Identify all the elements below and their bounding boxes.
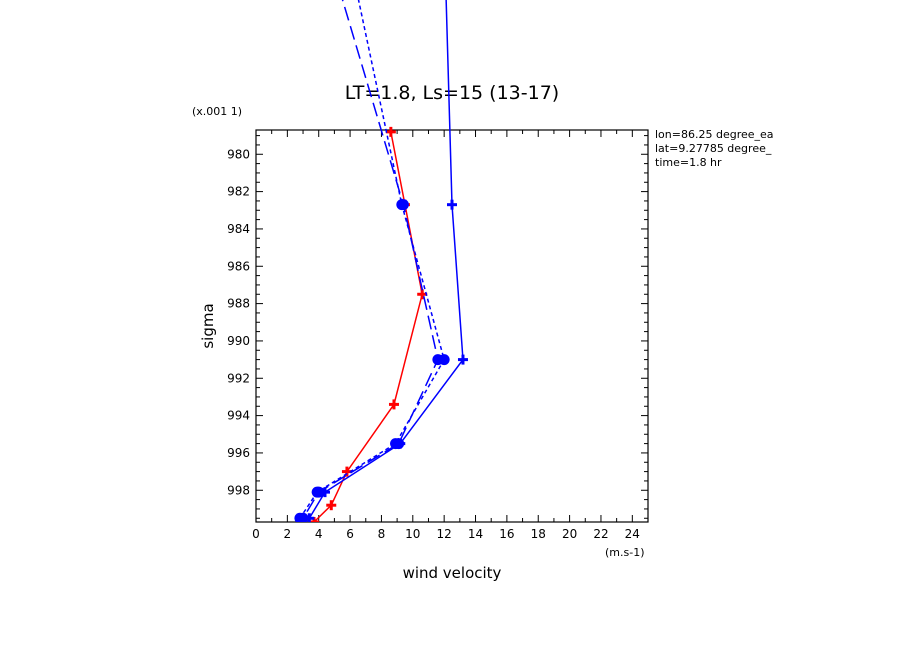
series-line-2 [299,0,445,519]
x-tick-label: 0 [252,527,260,541]
x-tick-label: 20 [562,527,577,541]
y-tick-label: 988 [227,297,250,311]
info-lat: lat=9.27785 degree_ [655,142,772,155]
series-3-marker [297,512,309,522]
x-tick-label: 8 [378,527,386,541]
x-tick-label: 4 [315,527,323,541]
y-units: (x.001 1) [192,105,242,118]
series-3-marker [432,354,444,366]
x-axis-label: wind velocity [403,564,502,582]
x-tick-label: 16 [499,527,514,541]
x-tick-label: 22 [593,527,608,541]
y-tick-label: 986 [227,259,250,273]
series-line-3 [302,0,439,519]
x-tick-label: 12 [437,527,452,541]
plot-frame [255,129,649,523]
x-tick-label: 6 [346,527,354,541]
series-line-1 [308,0,464,519]
y-tick-label: 996 [227,446,250,460]
y-tick-label: 990 [227,334,250,348]
y-axis-label: sigma [199,303,217,348]
y-tick-label: 982 [227,185,250,199]
series-3-marker [313,486,325,498]
x-tick-label: 10 [405,527,420,541]
axis-ticks: 0 2 4 6 8 10 12 14 16 18 20 22 249809829849869889909… [227,130,648,541]
y-tick-label: 998 [227,483,250,497]
series-3-marker [397,199,409,211]
x-units: (m.s-1) [605,546,645,559]
y-tick-label: 994 [227,409,250,423]
chart-title: LT=1.8, Ls=15 (13-17) [345,82,559,104]
x-tick-label: 18 [531,527,546,541]
x-tick-label: 24 [625,527,640,541]
x-tick-label: 14 [468,527,483,541]
info-time: time=1.8 hr [655,156,722,169]
x-tick-label: 2 [284,527,292,541]
y-tick-label: 984 [227,222,250,236]
series-layer [294,0,468,522]
y-tick-label: 980 [227,147,250,161]
series-3-marker [393,438,405,450]
y-tick-label: 992 [227,371,250,385]
info-lon: lon=86.25 degree_ea [655,128,774,141]
